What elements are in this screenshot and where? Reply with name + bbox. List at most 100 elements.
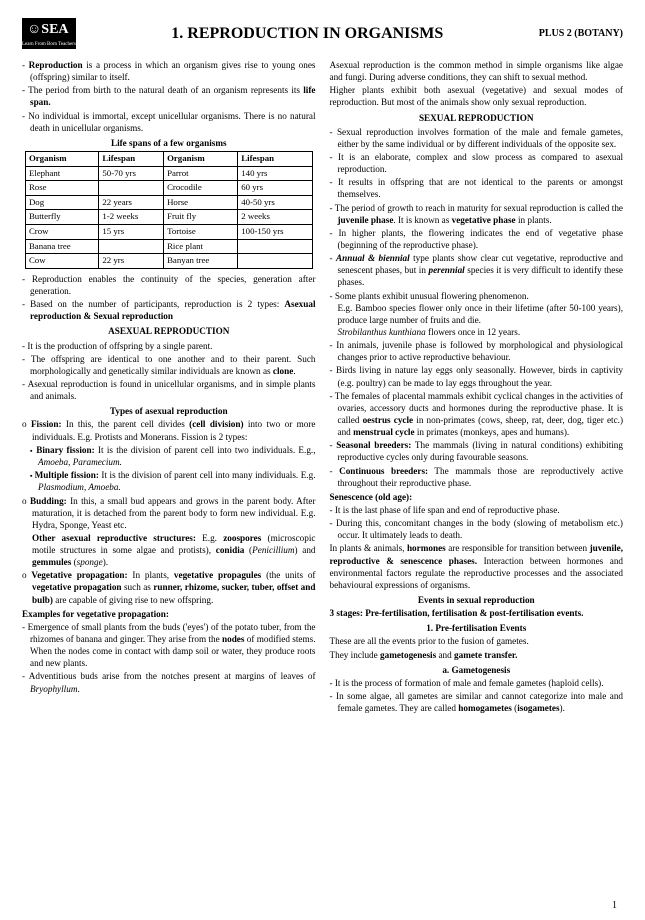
chapter-title: 1. REPRODUCTION IN ORGANISMS <box>76 23 539 44</box>
list-item: The females of placental mammals exhibit… <box>338 390 624 439</box>
td: 140 yrs <box>238 166 312 181</box>
text: (cell division) <box>189 419 243 429</box>
lifespan-title: Life spans of a few organisms <box>22 137 316 149</box>
list-item: During this, concomitant changes in the … <box>338 517 624 541</box>
th: Lifespan <box>238 152 312 167</box>
text: Bryophyllum <box>30 684 77 694</box>
td: Rose <box>25 181 98 196</box>
text: gemmules <box>32 557 71 567</box>
text: homogametes <box>458 703 512 713</box>
hormones-para: In plants & animals, hormones are respon… <box>330 542 624 591</box>
events-title: Events in sexual reproduction <box>330 594 624 606</box>
logo-main: ☺SEA <box>22 18 76 42</box>
list-item: Seasonal breeders: The mammals (living i… <box>338 439 624 463</box>
text: Annual & biennial <box>336 253 410 263</box>
list-item: It results in offspring that are not ide… <box>338 176 624 200</box>
list-item: It is the process of formation of male a… <box>338 677 624 689</box>
logo-block: ☺SEA Learn From Born Teachers <box>22 18 76 49</box>
table-row: Butterfly1-2 weeksFruit fly2 weeks <box>25 210 312 225</box>
td: 22 yrs <box>99 254 164 269</box>
td: 50-70 yrs <box>99 166 164 181</box>
text: such as <box>122 582 154 592</box>
text: The period of growth to reach in maturit… <box>335 203 623 213</box>
text: Amoeba, Paramecium. <box>38 457 122 467</box>
text: juvenile phase <box>338 215 394 225</box>
text: Plasmodium, Amoeba. <box>38 482 121 492</box>
td: Crow <box>25 225 98 240</box>
table-row: Dog22 yearsHorse40-50 yrs <box>25 195 312 210</box>
budding-item: Budding: In this, a small bud appears an… <box>22 495 316 531</box>
table-row: RoseCrocodile60 yrs <box>25 181 312 196</box>
td: Rice plant <box>164 239 238 254</box>
td: Dog <box>25 195 98 210</box>
td <box>238 254 312 269</box>
sexual-title: SEXUAL REPRODUCTION <box>330 112 624 124</box>
text: Vegetative propagation: <box>31 570 127 580</box>
text: vegetative propagules <box>174 570 261 580</box>
list-item: Continuous breeders: The mammals those a… <box>338 465 624 489</box>
list-item: Emergence of small plants from the buds … <box>30 621 316 670</box>
senescence-title: Senescence (old age): <box>330 491 624 503</box>
lifespan-table: Organism Lifespan Organism Lifespan Elep… <box>25 151 313 269</box>
list-item: Annual & biennial type plants show clear… <box>338 252 624 288</box>
intro-item: Reproduction is a process in which an or… <box>30 59 316 83</box>
text: Binary fission: <box>36 445 94 455</box>
td: Banana tree <box>25 239 98 254</box>
text: Multiple fission: <box>35 470 99 480</box>
intro-item: The period from birth to the natural dea… <box>30 84 316 108</box>
text: Budding: <box>30 496 67 506</box>
senescence-list: It is the last phase of life span and en… <box>330 504 624 541</box>
list-item: Reproduction enables the continuity of t… <box>30 273 316 297</box>
text: gamete transfer. <box>454 650 517 660</box>
td <box>99 181 164 196</box>
text: Fission: <box>31 419 62 429</box>
text: and <box>436 650 454 660</box>
intro-item: No individual is immortal, except unicel… <box>30 110 316 134</box>
td: Crocodile <box>164 181 238 196</box>
page-header: ☺SEA Learn From Born Teachers 1. REPRODU… <box>22 18 623 49</box>
text: hormones <box>407 543 446 553</box>
text: It is the division of parent cell into t… <box>95 445 316 455</box>
text: Based on the number of participants, rep… <box>30 299 284 309</box>
list-item: Multiple fission: It is the division of … <box>38 469 316 493</box>
list-item: Binary fission: It is the division of pa… <box>38 444 316 468</box>
text: In plants, <box>128 570 174 580</box>
list-item: The period of growth to reach in maturit… <box>338 202 624 226</box>
td: Parrot <box>164 166 238 181</box>
sexual-list: Sexual reproduction involves formation o… <box>330 126 624 489</box>
text: zoospores <box>223 533 261 543</box>
table-row: Organism Lifespan Organism Lifespan <box>25 152 312 167</box>
examples-title: Examples for vegetative propagation: <box>22 608 316 620</box>
text: vegetative phase <box>452 215 516 225</box>
repro-list: Reproduction enables the continuity of t… <box>22 273 316 323</box>
text: are responsible for transition between <box>446 543 590 553</box>
text: Strobilanthus kunthiana <box>338 327 426 337</box>
list-item: Based on the number of participants, rep… <box>30 298 316 322</box>
list-item: Adventitious buds arise from the notches… <box>30 670 316 694</box>
text: nodes <box>222 634 244 644</box>
asexual-para1: Asexual reproduction is the common metho… <box>330 59 624 83</box>
table-row: Cow22 yrsBanyan tree <box>25 254 312 269</box>
td: 40-50 yrs <box>238 195 312 210</box>
examples-list: Emergence of small plants from the buds … <box>22 621 316 695</box>
table-row: Elephant50-70 yrsParrot140 yrs <box>25 166 312 181</box>
list-item: It is the last phase of life span and en… <box>338 504 624 516</box>
td: Elephant <box>25 166 98 181</box>
asexual-list: It is the production of offspring by a s… <box>22 340 316 403</box>
text: clone <box>273 366 293 376</box>
text: Reproduction <box>29 60 83 70</box>
td: Horse <box>164 195 238 210</box>
table-row: Banana tree Rice plant <box>25 239 312 254</box>
td <box>99 239 164 254</box>
td: 1-2 weeks <box>99 210 164 225</box>
list-item: Birds living in nature lay eggs only sea… <box>338 364 624 388</box>
td: Tortoise <box>164 225 238 240</box>
list-item: Asexual reproduction is found in unicell… <box>30 378 316 402</box>
text: conidia <box>216 545 245 555</box>
page-number: 1 <box>612 899 617 912</box>
text: In this, a small bud appears and grows i… <box>32 496 316 530</box>
text: perennial <box>428 265 464 275</box>
td: 2 weeks <box>238 210 312 225</box>
list-item: Some plants exhibit unusual flowering ph… <box>338 290 624 339</box>
text: ( <box>244 545 252 555</box>
